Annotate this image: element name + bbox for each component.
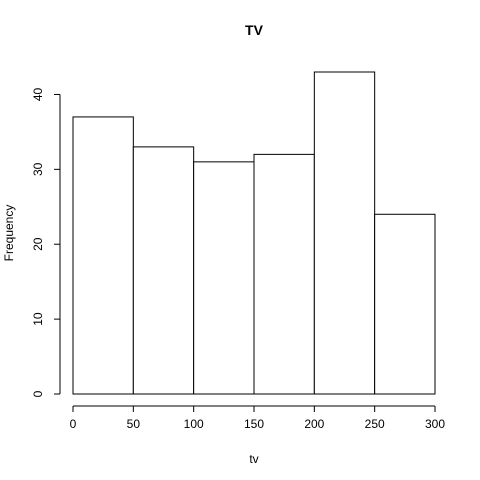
bars-group — [72, 71, 436, 395]
histogram-bar-5 — [374, 213, 436, 395]
histogram-bar-0 — [72, 116, 134, 395]
x-tick-label: 250 — [365, 417, 385, 431]
y-tick-label: 40 — [31, 87, 45, 101]
x-axis: 0 50 100 150 200 250 300 — [70, 405, 445, 431]
x-tick-label: 150 — [244, 417, 264, 431]
histogram-bar-4 — [313, 71, 376, 395]
y-axis: 0 10 20 30 40 — [31, 87, 61, 397]
x-tick-label: 0 — [70, 417, 77, 431]
x-tick-label: 200 — [304, 417, 324, 431]
y-tick-label: 20 — [31, 237, 45, 251]
x-tick-label: 50 — [127, 417, 141, 431]
chart-title: TV — [245, 22, 264, 38]
x-axis-label: tv — [249, 452, 258, 466]
x-tick-label: 100 — [184, 417, 204, 431]
x-tick-label: 300 — [425, 417, 445, 431]
histogram-bar-1 — [132, 146, 195, 395]
y-axis-label: Frequency — [2, 205, 16, 262]
y-tick-label: 30 — [31, 162, 45, 176]
y-tick-label: 10 — [31, 312, 45, 326]
y-tick-label: 0 — [31, 390, 45, 397]
histogram-bar-2 — [193, 161, 255, 395]
histogram-bar-3 — [253, 153, 315, 395]
